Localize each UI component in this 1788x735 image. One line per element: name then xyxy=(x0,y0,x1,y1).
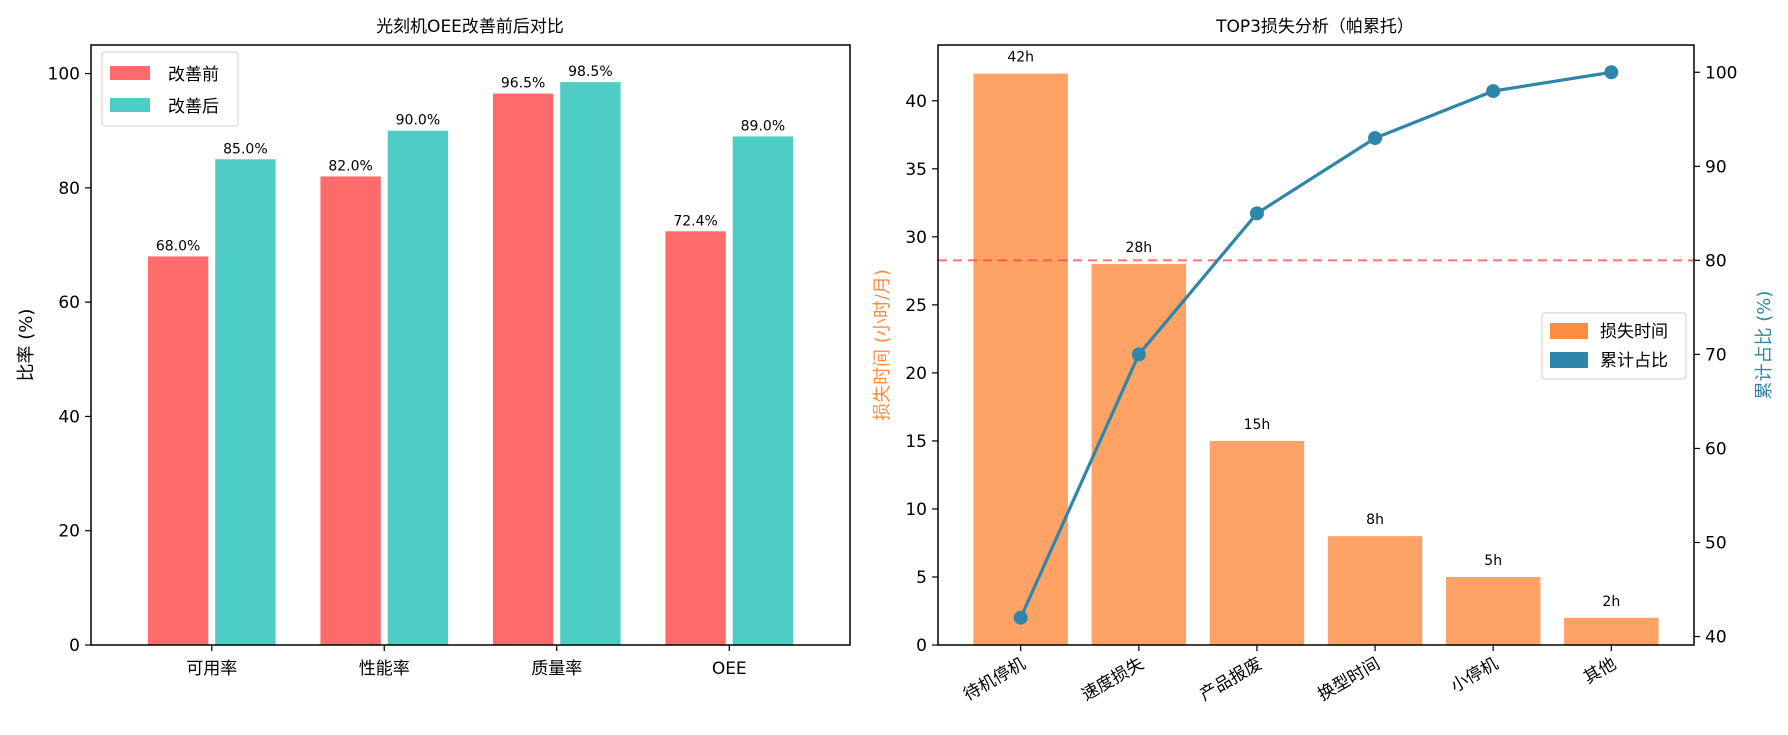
oee-y-ticks: 0 20 40 60 80 100 xyxy=(48,65,91,656)
cumulative-points xyxy=(1013,65,1619,625)
x-tick-label: 其他 xyxy=(1580,654,1619,688)
y2-tick-label: 60 xyxy=(1705,439,1727,459)
x-tick-label: 质量率 xyxy=(531,659,582,679)
pareto-legend: 损失时间 累计占比 xyxy=(1541,312,1687,380)
pareto-plot-frame xyxy=(937,44,1695,646)
oee-legend: 改善前 改善后 xyxy=(101,51,239,127)
y-tick-label: 35 xyxy=(905,160,927,180)
loss-bar-0 xyxy=(973,73,1068,646)
y-tick-label: 0 xyxy=(69,636,80,656)
bar-after-2 xyxy=(560,82,621,645)
pareto-right-axis-label: 累计占比 (%) xyxy=(1754,291,1775,400)
cumulative-point-2 xyxy=(1249,206,1264,221)
x-tick-label: 换型时间 xyxy=(1315,654,1384,705)
y-tick-label: 25 xyxy=(905,296,927,316)
bar-before-2 xyxy=(492,93,554,646)
y-tick-label: 20 xyxy=(905,364,927,384)
bar-after-1 xyxy=(387,130,449,645)
legend-swatch-before xyxy=(110,66,150,80)
x-tick-label: 性能率 xyxy=(359,659,410,679)
y-tick-label: 30 xyxy=(905,228,927,248)
legend-swatch-cumulative xyxy=(1550,352,1588,368)
loss-bar-value-label: 15h xyxy=(1244,417,1271,433)
pareto-left-y-ticks: 0 5 10 15 20 25 30 35 40 xyxy=(905,92,938,656)
legend-label-loss: 损失时间 xyxy=(1600,322,1668,342)
y-tick-label: 40 xyxy=(58,407,80,427)
oee-bars xyxy=(147,82,794,646)
oee-x-ticks: 可用率 性能率 质量率 OEE xyxy=(186,645,747,679)
bar-value-label: 85.0% xyxy=(223,141,267,157)
y-tick-label: 60 xyxy=(58,293,80,313)
y-tick-label: 100 xyxy=(48,65,80,85)
cumulative-line xyxy=(1019,70,1612,619)
cumulative-point-0 xyxy=(1013,610,1028,625)
legend-swatch-after xyxy=(110,98,150,112)
loss-bar-value-label: 42h xyxy=(1007,50,1034,66)
bar-after-0 xyxy=(215,159,276,646)
bar-value-label: 90.0% xyxy=(396,113,440,129)
loss-bar-value-label: 2h xyxy=(1602,594,1620,610)
cumulative-point-1 xyxy=(1131,347,1146,362)
y-tick-label: 80 xyxy=(58,179,80,199)
loss-bar-value-label: 5h xyxy=(1484,553,1502,569)
bar-value-label: 98.5% xyxy=(568,64,612,80)
x-tick-label: 可用率 xyxy=(186,659,237,679)
bar-before-3 xyxy=(665,231,726,646)
legend-label-before: 改善前 xyxy=(168,65,219,85)
y2-tick-label: 90 xyxy=(1705,157,1727,177)
cumulative-point-5 xyxy=(1604,65,1619,80)
x-tick-label: 小停机 xyxy=(1448,654,1502,697)
y2-tick-label: 50 xyxy=(1705,533,1727,553)
x-tick-label: 待机停机 xyxy=(960,654,1029,705)
loss-bar-5 xyxy=(1564,617,1659,645)
pareto-right-y-ticks: 40 50 60 70 80 90 100 xyxy=(1694,63,1737,648)
cumulative-point-3 xyxy=(1368,131,1383,146)
y-tick-label: 10 xyxy=(905,500,927,520)
y-tick-label: 0 xyxy=(916,636,927,656)
pareto-bar-labels: 42h 28h 15h 8h 5h 2h xyxy=(1007,50,1620,610)
loss-bar-value-label: 8h xyxy=(1366,512,1384,528)
legend-label-after: 改善后 xyxy=(168,97,219,117)
y2-tick-label: 100 xyxy=(1705,63,1737,83)
x-tick-label: 产品报废 xyxy=(1197,654,1266,705)
bar-before-1 xyxy=(320,176,381,645)
legend-swatch-loss xyxy=(1550,323,1588,339)
oee-plot-frame xyxy=(90,44,851,646)
y-tick-label: 5 xyxy=(916,568,927,588)
loss-bar-3 xyxy=(1327,536,1423,645)
pareto-chart-title: TOP3损失分析（帕累托） xyxy=(1215,17,1414,37)
y2-tick-label: 40 xyxy=(1705,628,1727,648)
oee-y-axis-label: 比率 (%) xyxy=(16,309,37,382)
x-tick-label: 速度损失 xyxy=(1078,654,1147,705)
legend-label-cumulative: 累计占比 xyxy=(1600,351,1668,371)
bar-value-label: 68.0% xyxy=(156,238,200,254)
loss-bar-4 xyxy=(1445,576,1541,645)
y2-tick-label: 80 xyxy=(1705,251,1727,271)
y2-tick-label: 70 xyxy=(1705,345,1727,365)
bar-value-label: 96.5% xyxy=(501,76,545,92)
bar-value-label: 72.4% xyxy=(673,213,717,229)
oee-comparison-chart: 光刻机OEE改善前后对比 68.0% 85.0% 82.0% 90.0% 96.5% 98… xyxy=(16,17,851,679)
pareto-chart: TOP3损失分析（帕累托） 42h 28h 15h 8h 5h 2h 0 5 10 15 20 25… xyxy=(872,17,1775,705)
pareto-left-axis-label: 损失时间 (小时/月) xyxy=(872,269,893,421)
y-tick-label: 40 xyxy=(905,92,927,112)
bar-before-0 xyxy=(147,256,209,645)
loss-bar-value-label: 28h xyxy=(1125,240,1152,256)
pareto-x-ticks: 待机停机 速度损失 产品报废 换型时间 小停机 其他 xyxy=(960,645,1620,705)
loss-bar-2 xyxy=(1209,440,1305,645)
loss-bar-1 xyxy=(1091,264,1187,645)
y-tick-label: 20 xyxy=(58,522,80,542)
y-tick-label: 15 xyxy=(905,432,927,452)
bar-value-label: 82.0% xyxy=(328,158,372,174)
oee-chart-title: 光刻机OEE改善前后对比 xyxy=(376,17,564,37)
cumulative-point-4 xyxy=(1486,84,1501,99)
oee-bar-labels: 68.0% 85.0% 82.0% 90.0% 96.5% 98.5% 72.4% 89.0% xyxy=(156,64,785,254)
bar-value-label: 89.0% xyxy=(741,118,785,134)
bar-after-3 xyxy=(732,136,794,645)
x-tick-label: OEE xyxy=(712,659,747,679)
